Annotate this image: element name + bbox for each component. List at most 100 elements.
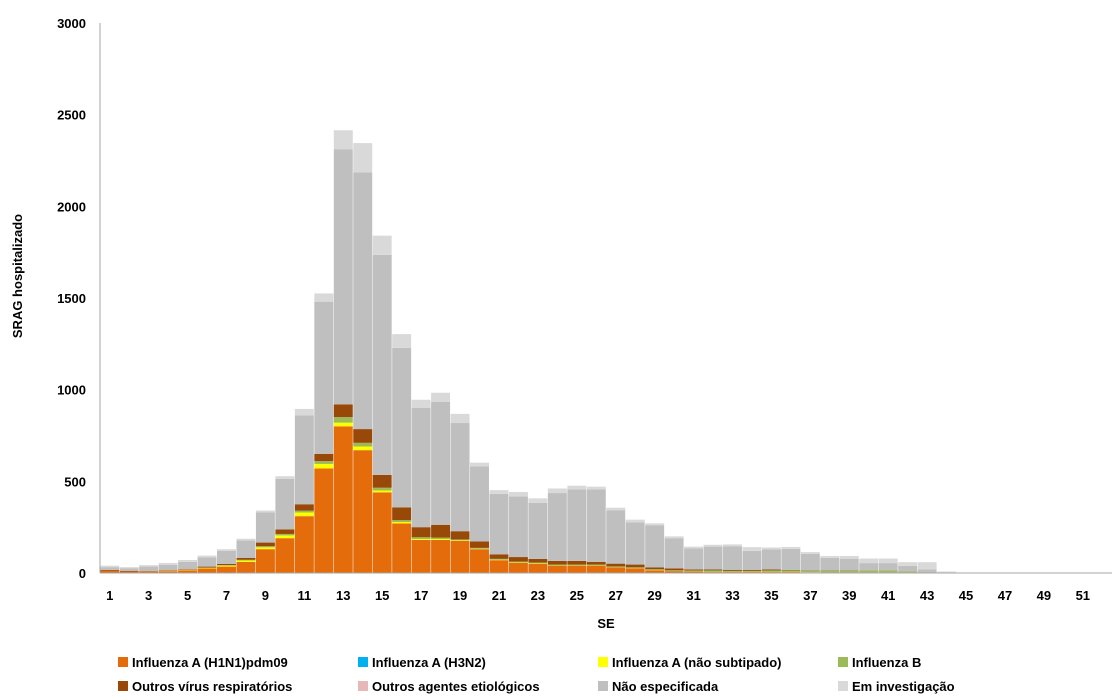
legend-label: Outros agentes etiológicos [372, 678, 540, 694]
legend-row: Outros vírus respiratórios Outros agentes… [118, 674, 1078, 698]
y-tick-label: 1000 [57, 383, 86, 398]
bar-segment [489, 493, 509, 555]
bar-segment [333, 130, 353, 150]
bar-segment [372, 492, 392, 573]
bar-segment [586, 489, 606, 562]
bar-segment [431, 524, 451, 538]
bar-segment [586, 561, 606, 565]
bar-segment [158, 570, 178, 571]
bar-segment [100, 570, 120, 573]
bar-segment [314, 463, 334, 469]
bar-segment [547, 564, 567, 566]
bar-segment [761, 547, 781, 550]
bar-segment [450, 539, 470, 541]
bar-segment [567, 565, 587, 573]
bar-segment [294, 512, 314, 517]
bar-segment [178, 569, 198, 570]
bar-segment [489, 558, 509, 560]
bar-segment [470, 541, 489, 548]
bar-segment [392, 334, 412, 348]
bar-segment [508, 561, 528, 563]
bar-segment [431, 392, 451, 402]
bar-segment [723, 570, 742, 571]
bar-segment [392, 520, 412, 523]
x-tick-label: 21 [492, 588, 506, 603]
bar-segment [470, 462, 489, 467]
bar-segment [392, 347, 412, 508]
bar-segment [859, 570, 879, 573]
bar-segment [392, 522, 412, 524]
bar-segment [255, 549, 275, 573]
bar-segment [645, 525, 665, 568]
x-tick-label: 35 [764, 588, 778, 603]
bar-segment [528, 498, 548, 503]
bar-segment [236, 538, 256, 541]
legend-swatch [118, 657, 128, 667]
bar-segment [333, 417, 353, 423]
bar-segment [431, 540, 451, 573]
bar-segment [294, 415, 314, 505]
bar-segment [411, 537, 431, 540]
bar-segment [528, 563, 548, 573]
bar-segment [528, 558, 548, 563]
x-tick-label: 13 [336, 588, 350, 603]
bar-segment [781, 570, 801, 572]
legend-item: Influenza A (H3N2) [358, 655, 598, 670]
bar-segment [236, 560, 256, 562]
bar-segment [528, 562, 548, 564]
bar-segment [139, 566, 159, 572]
bar-segment [898, 562, 918, 566]
bar-segment [547, 493, 567, 561]
bar-segment [294, 504, 314, 511]
bar-segment [353, 446, 373, 451]
bar-segment [119, 567, 139, 569]
bar-segment [800, 552, 820, 554]
legend-item: Outros vírus respiratórios [118, 679, 358, 694]
x-tick-label: 5 [184, 588, 191, 603]
bar-segment [547, 488, 567, 494]
legend-swatch [838, 681, 848, 691]
x-tick-label: 25 [570, 588, 584, 603]
bar-segment [431, 537, 451, 540]
bar-segment [898, 565, 918, 572]
bar-segment [275, 478, 295, 530]
bar-segment [100, 565, 120, 568]
bar-segment [255, 542, 275, 547]
bar-segment [761, 570, 781, 572]
bar-segment [761, 549, 781, 570]
y-axis-title: SRAG hospitalizado [10, 214, 25, 338]
bar-segment [314, 453, 334, 462]
x-tick-label: 3 [145, 588, 152, 603]
bar-segment [372, 474, 392, 488]
bar-segment [411, 527, 431, 538]
x-tick-label: 11 [297, 588, 311, 603]
bar-segment [333, 149, 353, 405]
bar-segment [703, 570, 723, 572]
legend-label: Influenza A (não subtipado) [612, 654, 782, 670]
bar-segment [450, 531, 470, 540]
legend-row: Influenza A (H1N1)pdm09 Influenza A (H3N2… [118, 650, 1078, 674]
bar-segment [197, 567, 217, 569]
y-tick-label: 2500 [57, 108, 86, 123]
bar-segment [606, 566, 626, 568]
bar-segment [411, 540, 431, 573]
bar-segment [450, 423, 470, 532]
x-tick-label: 27 [608, 588, 622, 603]
bar-segment [800, 570, 820, 573]
bar-segment [684, 548, 704, 570]
legend-item: Influenza B [838, 655, 1078, 670]
y-tick-label: 3000 [57, 16, 86, 31]
x-tick-label: 1 [106, 588, 113, 603]
bar-segment [372, 490, 392, 493]
bar-segment [489, 554, 509, 559]
bar-segment [275, 538, 295, 573]
bar-segment [606, 510, 626, 564]
bar-segment [878, 558, 898, 564]
bar-segment [586, 486, 606, 490]
x-tick-label: 45 [959, 588, 973, 603]
bar-segment [703, 546, 723, 570]
bar-segment [761, 569, 781, 571]
bar-segment [411, 399, 431, 408]
legend-item: Outros agentes etiológicos [358, 679, 598, 694]
x-tick-label: 15 [375, 588, 389, 603]
